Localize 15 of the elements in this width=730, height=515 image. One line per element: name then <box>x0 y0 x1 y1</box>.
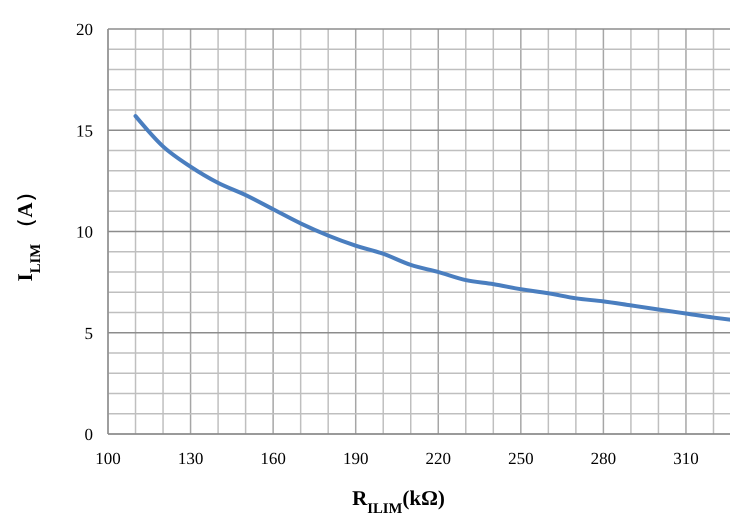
x-tick-label: 160 <box>260 449 286 468</box>
y-tick-label: 20 <box>76 20 93 39</box>
x-tick-label: 100 <box>95 449 121 468</box>
y-tick-label: 0 <box>84 425 93 444</box>
x-tick-label: 250 <box>508 449 534 468</box>
x-tick-label: 190 <box>342 449 368 468</box>
y-tick-label: 5 <box>84 324 93 343</box>
line-series <box>134 114 730 322</box>
x-tick-label: 130 <box>178 449 204 468</box>
y-tick-label: 10 <box>76 222 93 242</box>
y-tick-label: 15 <box>76 121 93 140</box>
x-tick-label: 220 <box>426 449 452 468</box>
x-tick-label: 310 <box>673 449 699 468</box>
x-tick-label: 280 <box>590 449 616 468</box>
x-axis-title: R$_{ILIM}$(kΩ) <box>352 486 445 515</box>
